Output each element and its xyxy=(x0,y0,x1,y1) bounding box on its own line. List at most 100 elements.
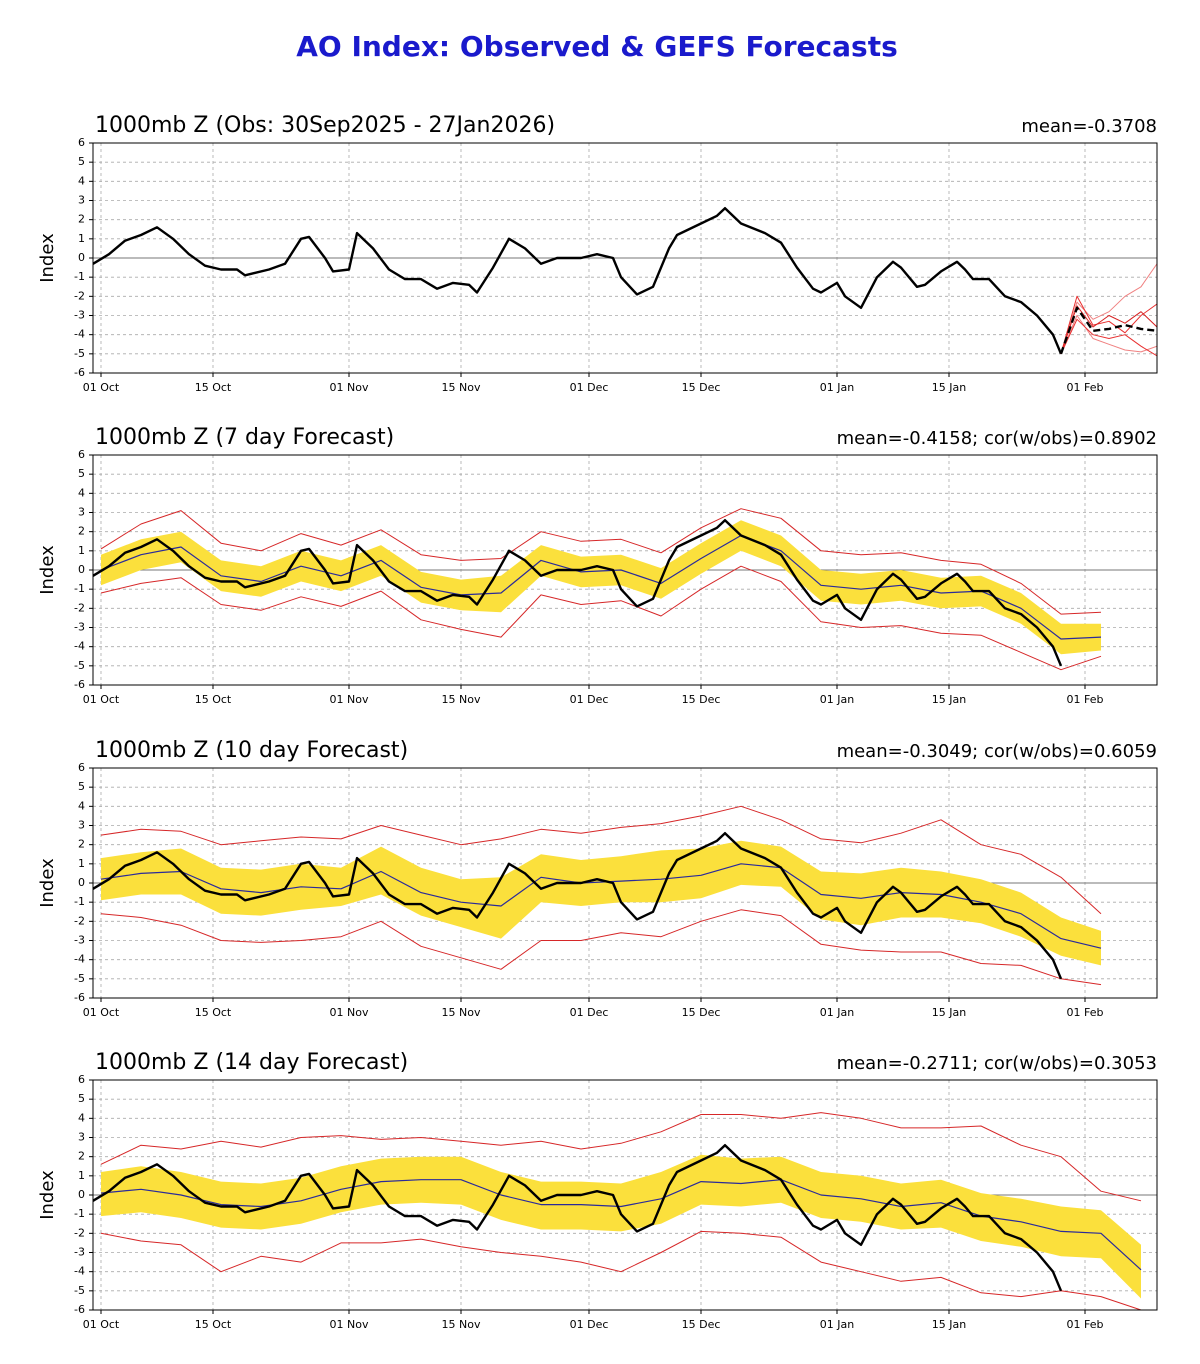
data-line xyxy=(100,534,1102,640)
x-tick-label: 15 Oct xyxy=(195,381,232,394)
panel-annotation: mean=-0.2711; cor(w/obs)=0.3053 xyxy=(837,1053,1157,1074)
data-line xyxy=(100,565,1102,671)
y-tick-label: -3 xyxy=(74,309,85,322)
x-tick-label: 01 Nov xyxy=(330,381,369,394)
data-line xyxy=(93,519,1063,667)
x-tick-label: 01 Feb xyxy=(1067,1006,1104,1019)
y-tick-label: 4 xyxy=(78,1111,85,1124)
y-tick-label: -2 xyxy=(74,601,85,614)
y-tick-label: 1 xyxy=(78,1169,85,1182)
y-tick-label: -1 xyxy=(74,270,85,283)
y-tick-label: 2 xyxy=(78,213,85,226)
x-tick-label: 15 Dec xyxy=(682,693,721,706)
y-tick-label: 6 xyxy=(78,448,85,461)
x-tick-label: 15 Jan xyxy=(932,693,966,706)
y-tick-label: -6 xyxy=(74,1303,85,1316)
y-tick-label: 1 xyxy=(78,857,85,870)
x-tick-label: 01 Jan xyxy=(820,1318,854,1331)
x-tick-label: 15 Jan xyxy=(932,381,966,394)
spread-band xyxy=(101,1154,1141,1299)
data-line xyxy=(1060,295,1157,354)
y-tick-label: 4 xyxy=(78,799,85,812)
x-tick-label: 01 Feb xyxy=(1067,1318,1104,1331)
data-line xyxy=(1060,305,1157,354)
y-tick-label: -4 xyxy=(74,953,85,966)
y-tick-label: 0 xyxy=(78,251,85,264)
panel-annotation: mean=-0.3708 xyxy=(1021,116,1157,137)
y-tick-label: -3 xyxy=(74,1246,85,1259)
x-tick-label: 15 Nov xyxy=(442,381,481,394)
y-tick-label: 1 xyxy=(78,232,85,245)
y-tick-label: 5 xyxy=(78,1092,85,1105)
y-tick-label: 6 xyxy=(78,1073,85,1086)
x-tick-label: 01 Nov xyxy=(330,1318,369,1331)
x-tick-label: 01 Oct xyxy=(83,693,120,706)
x-tick-label: 15 Nov xyxy=(442,1318,481,1331)
x-tick-label: 15 Jan xyxy=(932,1006,966,1019)
x-tick-label: 01 Dec xyxy=(570,381,609,394)
y-tick-label: 1 xyxy=(78,544,85,557)
data-line xyxy=(93,207,1063,355)
data-line xyxy=(1059,306,1157,355)
plot-area xyxy=(93,207,1157,357)
x-tick-label: 01 Nov xyxy=(330,1006,369,1019)
y-tick-label: -1 xyxy=(74,1207,85,1220)
plot-area xyxy=(93,1112,1142,1310)
x-tick-label: 15 Dec xyxy=(682,381,721,394)
y-tick-label: 3 xyxy=(78,194,85,207)
y-tick-label: -6 xyxy=(74,678,85,691)
plot-frame xyxy=(92,767,1158,999)
y-tick-label: -3 xyxy=(74,934,85,947)
x-tick-label: 15 Oct xyxy=(195,1006,232,1019)
y-tick-label: 3 xyxy=(78,819,85,832)
x-tick-label: 01 Oct xyxy=(83,1006,120,1019)
y-tick-label: 5 xyxy=(78,780,85,793)
x-tick-label: 15 Dec xyxy=(682,1006,721,1019)
y-tick-label: -6 xyxy=(74,991,85,1004)
data-line xyxy=(1060,315,1157,354)
y-tick-label: -3 xyxy=(74,621,85,634)
x-tick-label: 01 Jan xyxy=(820,693,854,706)
x-tick-label: 01 Nov xyxy=(330,693,369,706)
data-line xyxy=(100,863,1102,949)
y-tick-label: -2 xyxy=(74,289,85,302)
y-tick-label: 2 xyxy=(78,838,85,851)
data-line xyxy=(100,909,1102,986)
y-tick-label: -5 xyxy=(74,347,85,360)
x-tick-label: 01 Dec xyxy=(570,1006,609,1019)
x-tick-label: 01 Dec xyxy=(570,693,609,706)
panel-title: 1000mb Z (Obs: 30Sep2025 - 27Jan2026) xyxy=(95,113,555,138)
data-line xyxy=(1060,263,1157,354)
y-tick-label: 0 xyxy=(78,1188,85,1201)
x-tick-label: 01 Jan xyxy=(820,1006,854,1019)
y-tick-label: 3 xyxy=(78,1131,85,1144)
x-tick-label: 15 Jan xyxy=(932,1318,966,1331)
spread-band xyxy=(101,520,1101,655)
data-line xyxy=(93,832,1063,980)
panel: 1000mb Z (Obs: 30Sep2025 - 27Jan2026) mea… xyxy=(37,113,1158,394)
y-tick-label: -2 xyxy=(74,914,85,927)
x-tick-label: 01 Oct xyxy=(83,1318,120,1331)
y-tick-label: 6 xyxy=(78,136,85,149)
y-tick-label: 3 xyxy=(78,506,85,519)
x-tick-label: 15 Dec xyxy=(682,1318,721,1331)
x-tick-label: 01 Feb xyxy=(1067,693,1104,706)
data-line xyxy=(100,508,1102,615)
data-line xyxy=(1060,318,1157,357)
panel: 1000mb Z (7 day Forecast) mean=-0.4158; c… xyxy=(37,425,1158,706)
data-line xyxy=(100,805,1102,915)
panel: 1000mb Z (14 day Forecast) mean=-0.2711; … xyxy=(37,1050,1158,1331)
spread-band xyxy=(101,840,1101,966)
y-tick-label: 5 xyxy=(78,155,85,168)
data-line xyxy=(100,1112,1142,1202)
plot-frame xyxy=(92,142,1158,374)
y-tick-label: -5 xyxy=(74,659,85,672)
y-tick-label: 5 xyxy=(78,467,85,480)
panel-annotation: mean=-0.3049; cor(w/obs)=0.6059 xyxy=(837,741,1157,762)
y-tick-label: -4 xyxy=(74,328,85,341)
y-axis-label: Index xyxy=(37,858,58,908)
y-tick-label: 2 xyxy=(78,525,85,538)
panel-title: 1000mb Z (10 day Forecast) xyxy=(95,738,408,763)
x-tick-label: 15 Oct xyxy=(195,1318,232,1331)
